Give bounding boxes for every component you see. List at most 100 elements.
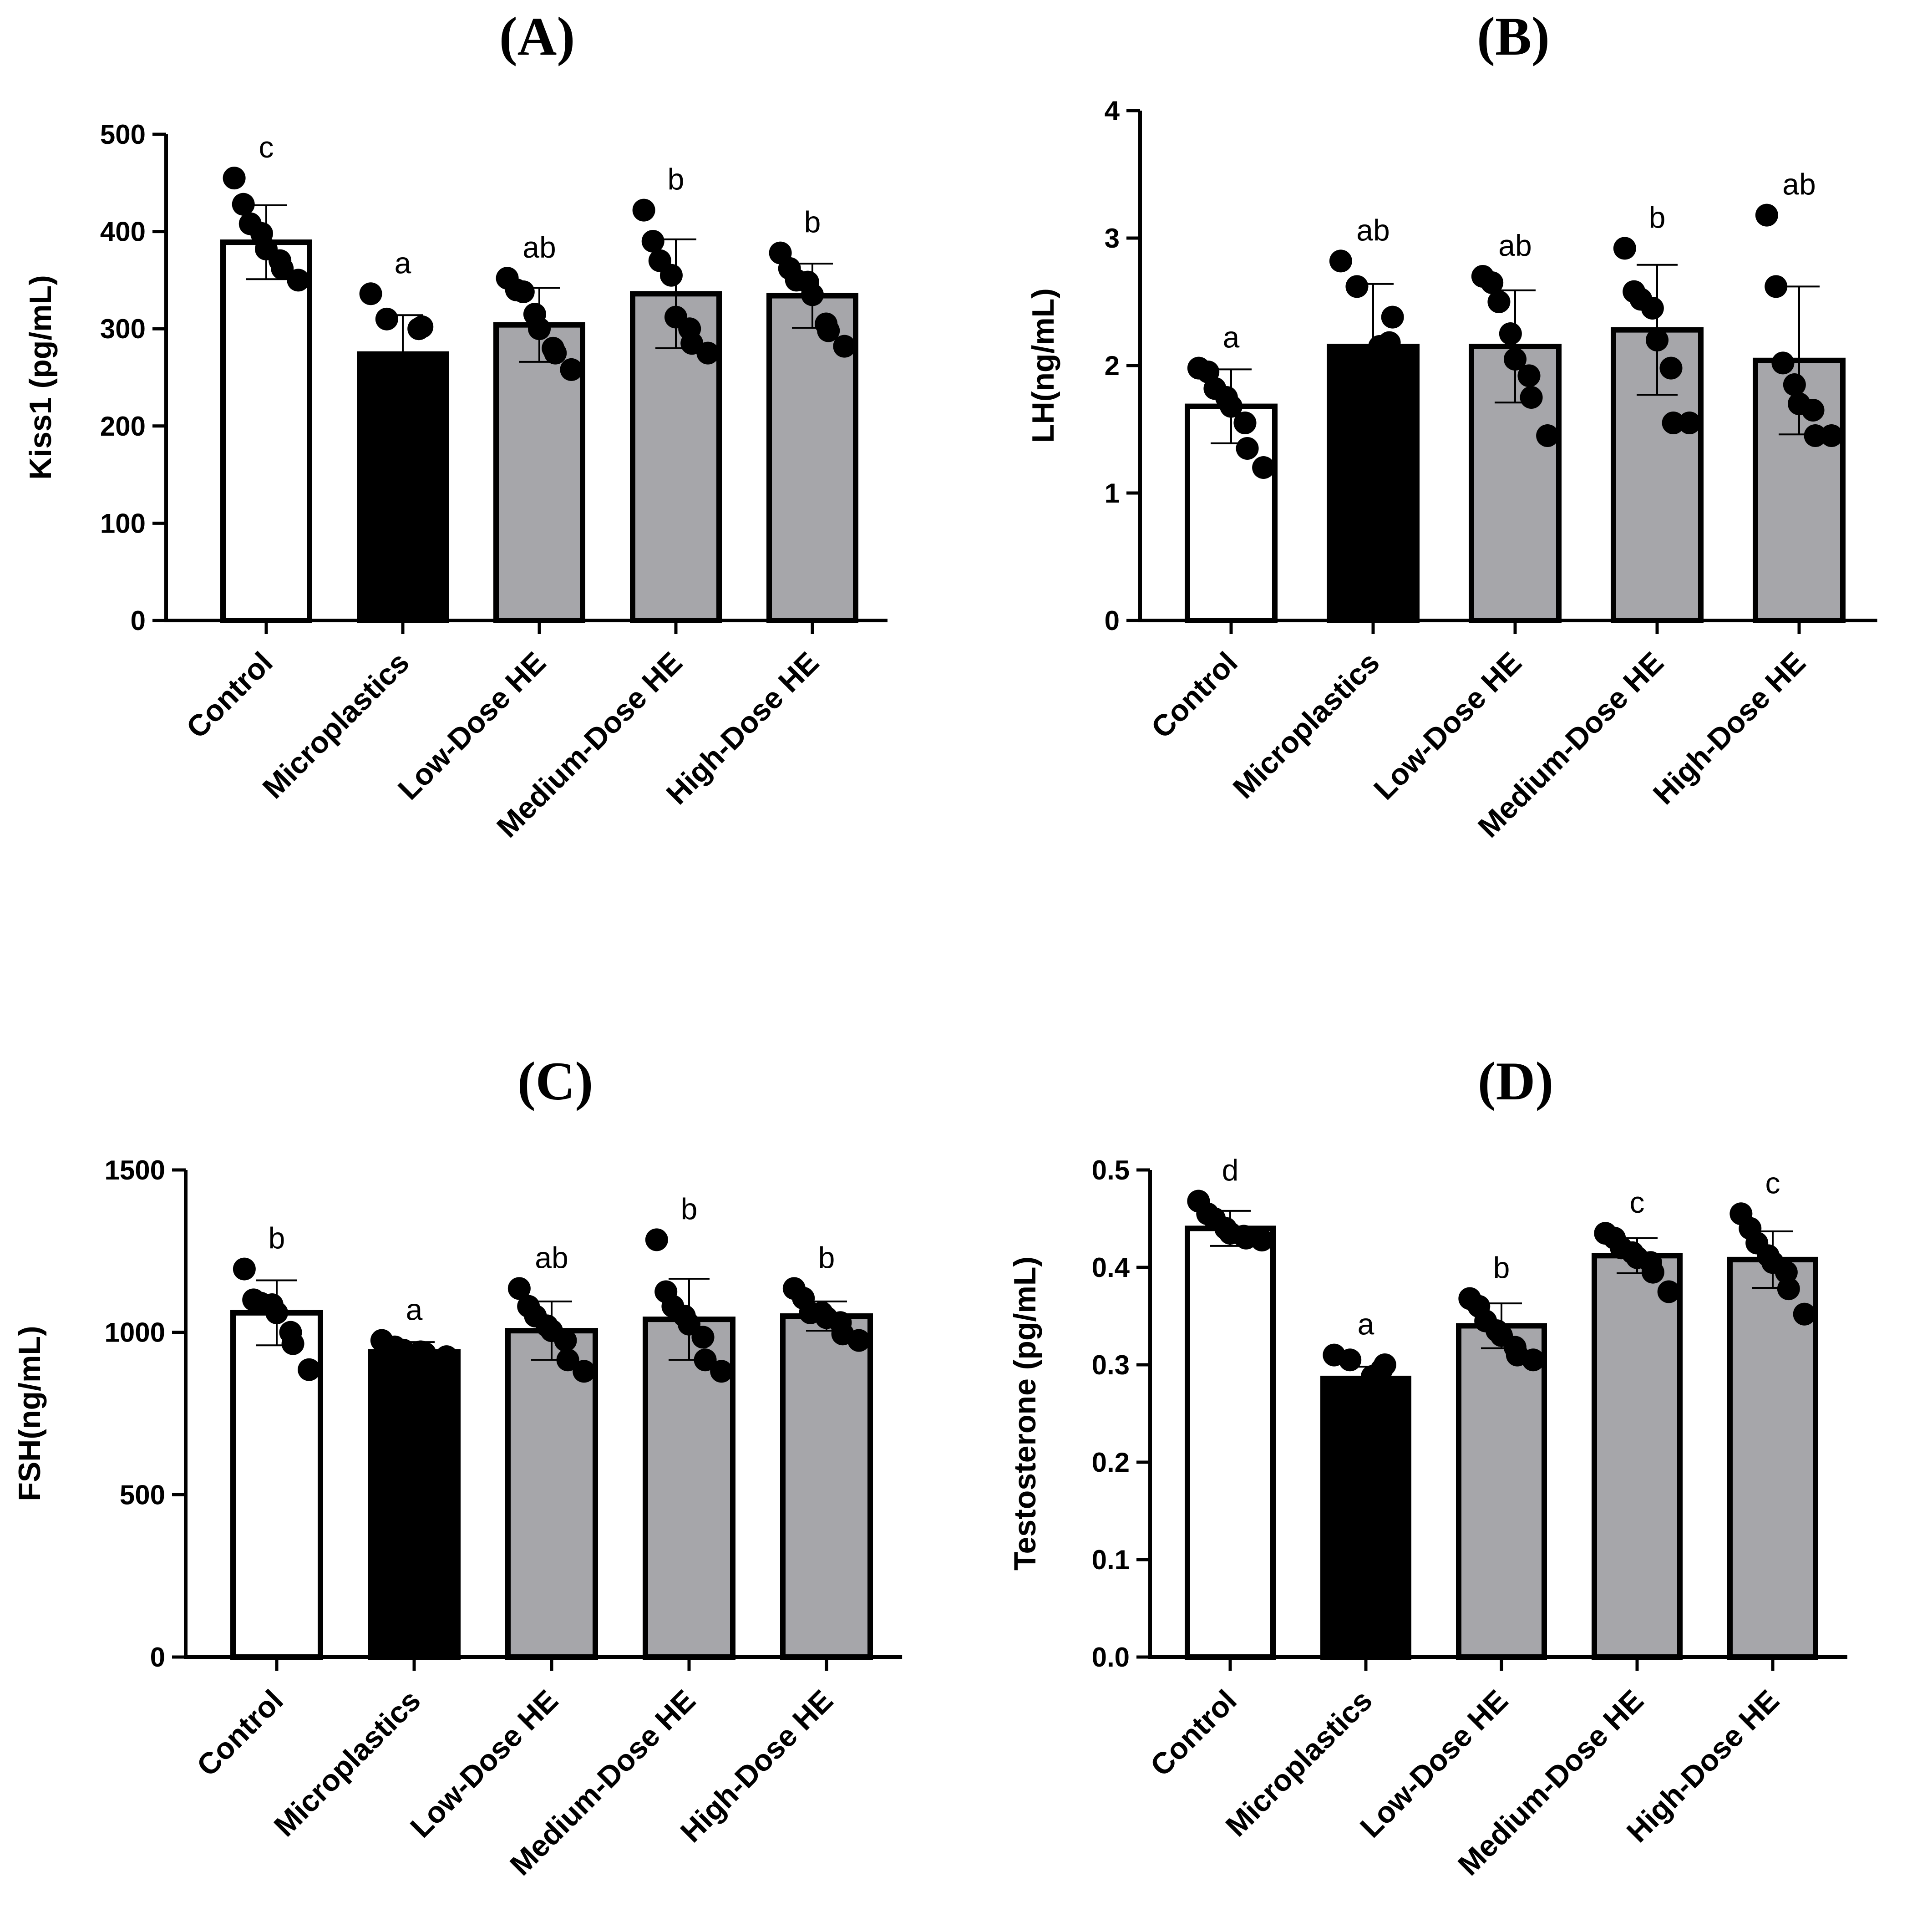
bar-a-microplastics	[357, 351, 449, 623]
significance-label-a-control: c	[259, 130, 274, 164]
data-point-c-microplastics-4	[413, 1342, 436, 1365]
data-point-b-high-dose-he-2	[1771, 351, 1795, 375]
data-point-c-high-dose-he-7	[847, 1329, 871, 1352]
y-tick-label-c-1: 500	[120, 1480, 165, 1510]
data-point-b-medium-dose-he-6	[1662, 412, 1685, 434]
data-point-b-low-dose-he-5	[1517, 364, 1541, 387]
data-point-b-high-dose-he-6	[1804, 424, 1827, 447]
significance-label-d-medium-dose-he: c	[1630, 1185, 1645, 1219]
significance-label-b-low-dose-he: ab	[1498, 229, 1532, 262]
data-point-b-medium-dose-he-0	[1613, 237, 1636, 260]
data-point-b-low-dose-he-7	[1536, 424, 1559, 447]
data-point-c-medium-dose-he-0	[645, 1228, 668, 1251]
bar-c-high-dose-he	[780, 1313, 873, 1660]
y-tick-label-b-2: 2	[1105, 351, 1120, 381]
panel-title-a: (A)	[499, 6, 575, 66]
data-point-d-control-7	[1250, 1229, 1273, 1252]
x-category-label-c-low-dose-he: Low-Dose HE	[404, 1683, 564, 1844]
data-point-b-control-5	[1233, 412, 1257, 434]
data-point-b-high-dose-he-3	[1783, 373, 1806, 396]
x-category-label-d-control: Control	[1144, 1683, 1243, 1783]
data-point-b-high-dose-he-1	[1765, 275, 1788, 298]
x-category-label-b-low-dose-he: Low-Dose HE	[1367, 646, 1528, 806]
data-point-d-microplastics-1	[1339, 1348, 1362, 1372]
significance-label-a-high-dose-he: b	[804, 205, 821, 239]
data-point-b-low-dose-he-1	[1481, 271, 1504, 294]
x-category-label-a-microplastics: Microplastics	[256, 646, 416, 805]
x-category-label-a-control: Control	[180, 646, 279, 745]
data-point-b-medium-dose-he-3	[1641, 297, 1664, 320]
data-point-d-high-dose-he-5	[1775, 1261, 1798, 1284]
data-point-b-high-dose-he-7	[1820, 424, 1843, 447]
bar-d-microplastics	[1320, 1375, 1411, 1660]
y-axis-label-a: Kiss1 (pg/mL)	[23, 275, 58, 480]
data-point-b-medium-dose-he-5	[1659, 356, 1683, 380]
chart-panel-d: (D) Testosterone (pg/mL) 0.0 0.1 0.2 0.3 0.4 0.…	[1008, 1051, 1847, 1882]
data-point-d-microplastics-4	[1360, 1365, 1384, 1388]
significance-label-b-high-dose-he: ab	[1782, 168, 1816, 201]
chart-panel-b: (B) LH(ng/mL) 0 1 2 3 4 a Control ab Microplastics…	[1026, 6, 1877, 844]
data-point-b-low-dose-he-2	[1487, 290, 1511, 313]
y-tick-label-b-1: 1	[1105, 478, 1120, 508]
data-point-c-medium-dose-he-5	[691, 1326, 715, 1349]
data-point-a-control-0	[223, 167, 246, 190]
data-point-a-low-dose-he-2	[512, 280, 535, 304]
y-tick-label-a-4: 400	[100, 217, 146, 247]
data-point-a-low-dose-he-4	[528, 317, 551, 341]
data-point-d-medium-dose-he-7	[1657, 1280, 1680, 1303]
bar-a-control	[220, 239, 312, 623]
data-point-b-high-dose-he-5	[1801, 399, 1825, 422]
significance-label-d-control: d	[1222, 1153, 1239, 1187]
y-axis-label-c: FSH(ng/mL)	[12, 1326, 47, 1501]
data-point-b-microplastics-0	[1329, 249, 1352, 273]
y-tick-label-d-4: 0.4	[1092, 1252, 1130, 1283]
y-tick-label-d-5: 0.5	[1092, 1155, 1130, 1185]
data-point-c-medium-dose-he-6	[694, 1348, 717, 1372]
significance-label-d-high-dose-he: c	[1765, 1166, 1780, 1200]
y-tick-label-b-0: 0	[1105, 605, 1120, 636]
data-point-a-high-dose-he-7	[833, 335, 856, 358]
data-point-c-low-dose-he-7	[573, 1360, 596, 1383]
data-point-d-low-dose-he-7	[1521, 1348, 1545, 1372]
significance-label-b-control: a	[1223, 320, 1240, 354]
data-point-c-control-6	[281, 1332, 304, 1355]
y-tick-label-c-3: 1500	[105, 1155, 165, 1185]
significance-label-a-low-dose-he: ab	[522, 230, 556, 264]
y-tick-label-a-0: 0	[131, 605, 146, 636]
data-point-c-microplastics-5	[435, 1345, 458, 1368]
chart-panel-a: (A) Kiss1 (pg/mL) 0 100 200 300 400 500 c Control…	[23, 6, 888, 844]
data-point-c-microplastics-2	[392, 1338, 415, 1362]
data-point-a-microplastics-4	[398, 366, 421, 389]
significance-label-c-low-dose-he: ab	[535, 1241, 568, 1274]
y-tick-label-d-0: 0.0	[1092, 1642, 1130, 1673]
data-point-d-high-dose-he-7	[1793, 1302, 1816, 1326]
significance-label-c-control: b	[269, 1221, 285, 1255]
data-point-a-control-6	[271, 257, 294, 280]
significance-label-c-microplastics: a	[406, 1293, 423, 1327]
y-tick-label-b-3: 3	[1105, 223, 1120, 254]
y-axis-label-d: Testosterone (pg/mL)	[1008, 1256, 1042, 1571]
data-point-a-low-dose-he-7	[560, 358, 583, 381]
panel-title-b: (B)	[1477, 6, 1550, 66]
y-tick-label-d-3: 0.3	[1092, 1350, 1130, 1380]
y-tick-label-b-4: 4	[1105, 96, 1120, 126]
significance-label-d-microplastics: a	[1358, 1307, 1374, 1341]
data-point-a-low-dose-he-6	[544, 341, 567, 365]
y-tick-label-c-2: 1000	[105, 1317, 165, 1348]
x-category-label-b-control: Control	[1145, 646, 1244, 745]
data-point-b-low-dose-he-6	[1520, 386, 1543, 409]
data-point-b-control-6	[1236, 437, 1259, 460]
data-point-b-medium-dose-he-7	[1678, 412, 1701, 434]
data-point-a-medium-dose-he-0	[632, 198, 655, 222]
y-tick-label-c-0: 0	[150, 1642, 165, 1673]
data-point-c-control-4	[265, 1301, 288, 1324]
data-point-b-control-7	[1252, 456, 1275, 479]
chart-panel-c: (C) FSH(ng/mL) 0 500 1000 1500 b Control a Microp…	[12, 1051, 903, 1882]
panel-title-c: (C)	[517, 1051, 593, 1111]
data-point-b-high-dose-he-0	[1755, 203, 1778, 227]
data-point-a-control-7	[287, 269, 310, 292]
data-point-a-microplastics-1	[375, 307, 398, 330]
data-point-c-medium-dose-he-7	[710, 1360, 733, 1383]
significance-label-d-low-dose-he: b	[1493, 1251, 1510, 1284]
